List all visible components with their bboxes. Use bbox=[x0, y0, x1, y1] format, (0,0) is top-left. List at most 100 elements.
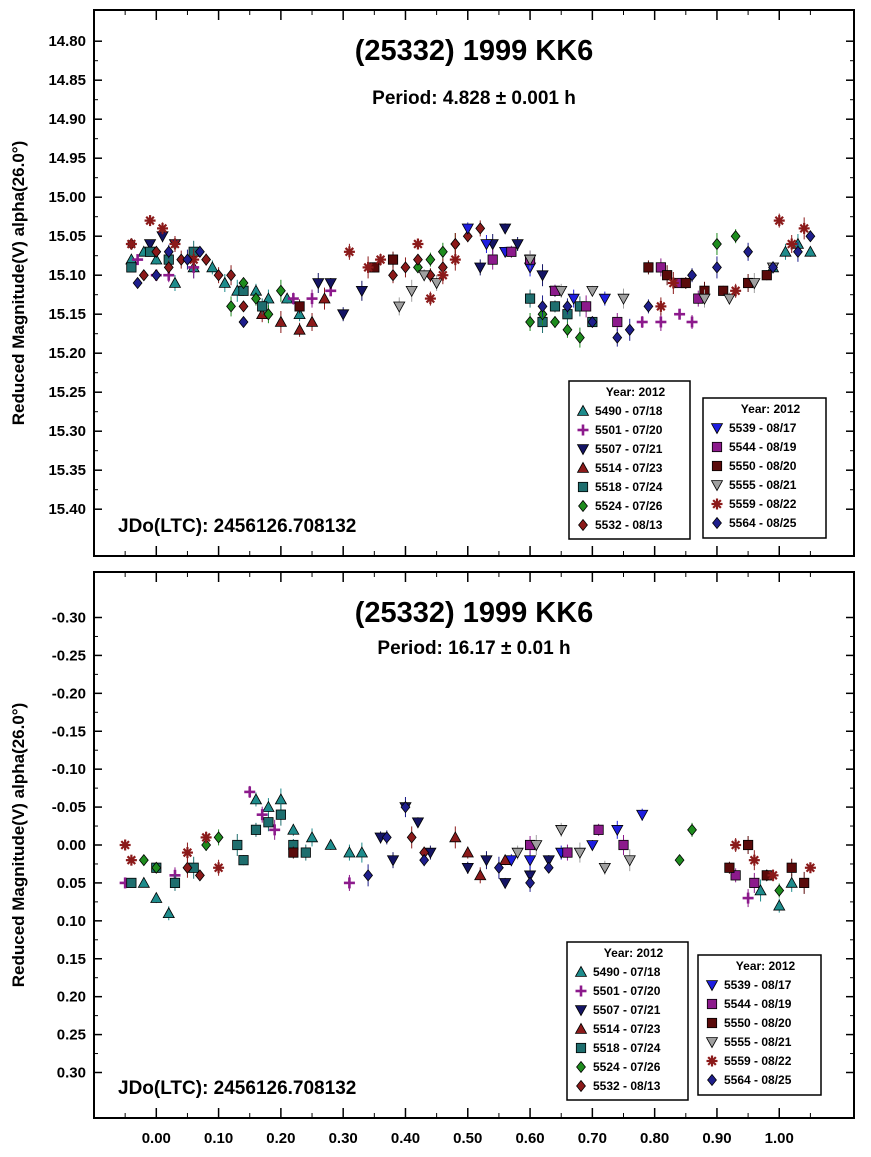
legend-marker bbox=[575, 985, 587, 997]
data-point bbox=[712, 261, 722, 274]
data-point bbox=[262, 800, 275, 812]
data-point bbox=[586, 285, 599, 298]
y-tick-label: 15.30 bbox=[48, 423, 86, 440]
legend-marker bbox=[576, 1079, 586, 1093]
data-point bbox=[355, 846, 369, 858]
data-point bbox=[251, 292, 261, 305]
top-lightcurve-chart: Reduced Magnitude(V) alpha(26.0°) 14.801… bbox=[9, 9, 855, 557]
legend-title: Year: 2012 bbox=[741, 402, 801, 416]
data-point bbox=[748, 278, 761, 290]
data-point bbox=[411, 817, 425, 829]
data-point bbox=[257, 301, 268, 312]
legend-group: Year: 2012 5490 - 07/18 5501 - 07/20 5507 -… bbox=[566, 941, 822, 1101]
data-point bbox=[449, 254, 461, 266]
data-point bbox=[405, 285, 418, 298]
data-point bbox=[238, 276, 249, 290]
data-point bbox=[150, 253, 163, 265]
data-point bbox=[132, 276, 143, 290]
data-point bbox=[300, 847, 311, 858]
data-point bbox=[543, 861, 554, 874]
data-point bbox=[768, 261, 778, 274]
data-point bbox=[132, 254, 144, 266]
data-point bbox=[312, 278, 325, 290]
legend-entry-label: 5550 - 08/20 bbox=[724, 1016, 792, 1030]
y-axis-label: Reduced Magnitude(V) alpha(26.0°) bbox=[9, 703, 28, 988]
epoch-annotation: JDo(LTC): 2456126.708132 bbox=[118, 1078, 356, 1099]
data-point bbox=[636, 809, 649, 821]
data-point bbox=[511, 847, 524, 859]
legend-entry-label: 5555 - 08/21 bbox=[724, 1035, 792, 1049]
data-point bbox=[238, 855, 249, 866]
legend-marker bbox=[578, 518, 588, 532]
legend-marker bbox=[577, 424, 589, 436]
y-tick-label: 15.40 bbox=[48, 501, 86, 518]
x-axis-ticks bbox=[124, 572, 811, 1118]
data-point bbox=[804, 245, 817, 257]
data-point bbox=[125, 238, 137, 250]
legend-marker bbox=[705, 1037, 719, 1049]
data-point bbox=[730, 285, 742, 297]
data-point bbox=[712, 237, 722, 251]
chart-subtitle: Period: 4.828 ± 0.001 h bbox=[372, 88, 576, 109]
data-point bbox=[611, 825, 624, 837]
legend-frame bbox=[702, 397, 827, 539]
data-point bbox=[137, 876, 151, 888]
legend-entry-label: 5559 - 08/22 bbox=[724, 1054, 792, 1068]
data-point bbox=[262, 292, 275, 304]
legend-marker bbox=[577, 481, 589, 493]
data-point bbox=[643, 300, 654, 313]
legend-box: Year: 2012 5539 - 08/17 5544 - 08/19 5550 -… bbox=[702, 397, 827, 539]
data-point bbox=[318, 292, 331, 304]
y-tick-label: 15.35 bbox=[48, 462, 86, 479]
data-point bbox=[393, 301, 406, 313]
y-tick-label: 15.20 bbox=[48, 345, 86, 362]
data-point bbox=[525, 315, 535, 329]
data-point bbox=[723, 293, 736, 305]
data-point bbox=[263, 817, 274, 828]
legend-marker bbox=[711, 498, 723, 510]
data-point bbox=[662, 270, 673, 281]
legend-entry-label: 5507 - 07/21 bbox=[595, 442, 663, 456]
data-point bbox=[480, 239, 493, 251]
data-point bbox=[238, 315, 249, 329]
x-tick-label: 0.70 bbox=[578, 1130, 607, 1147]
data-point bbox=[305, 315, 319, 327]
data-point bbox=[655, 300, 667, 312]
data-point bbox=[263, 308, 274, 321]
data-point bbox=[618, 839, 629, 851]
data-point bbox=[587, 315, 598, 329]
data-point bbox=[413, 253, 423, 266]
data-point bbox=[126, 877, 137, 888]
data-point bbox=[730, 870, 741, 881]
data-point bbox=[232, 839, 243, 851]
data-point bbox=[480, 855, 493, 867]
data-point bbox=[400, 800, 411, 814]
legend-marker bbox=[706, 1055, 718, 1067]
data-point bbox=[413, 261, 423, 274]
data-point bbox=[680, 277, 691, 289]
data-point bbox=[449, 831, 462, 843]
y-axis-ticks: 14.80 14.85 14.90 14.95 15.00 15.05 15.10 15.15… bbox=[48, 33, 854, 518]
y-tick-label: -0.10 bbox=[52, 761, 86, 778]
legend-entry-label: 5559 - 08/22 bbox=[729, 497, 797, 511]
legend-marker bbox=[576, 461, 590, 473]
legend-marker bbox=[711, 460, 723, 472]
x-tick-label: 0.40 bbox=[391, 1130, 420, 1147]
data-point bbox=[487, 254, 498, 265]
legend-entry-label: 5564 - 08/25 bbox=[724, 1073, 792, 1087]
legend-entry-label: 5501 - 07/20 bbox=[595, 423, 663, 437]
y-tick-label: 15.15 bbox=[48, 306, 86, 323]
legend-marker bbox=[707, 1073, 717, 1087]
data-point bbox=[536, 270, 549, 282]
data-point bbox=[612, 316, 623, 328]
y-tick-label: -0.30 bbox=[52, 610, 86, 627]
y-axis-label: Reduced Magnitude(V) alpha(26.0°) bbox=[9, 141, 28, 426]
y-tick-label: 0.00 bbox=[57, 837, 86, 854]
data-point bbox=[617, 293, 630, 305]
legend-title: Year: 2012 bbox=[606, 385, 666, 399]
data-point bbox=[250, 824, 262, 835]
legend-group: Year: 2012 5490 - 07/18 5501 - 07/20 5507 -… bbox=[568, 380, 827, 540]
data-point bbox=[562, 847, 573, 858]
data-point bbox=[674, 308, 686, 320]
x-tick-label: 0.20 bbox=[266, 1130, 295, 1147]
